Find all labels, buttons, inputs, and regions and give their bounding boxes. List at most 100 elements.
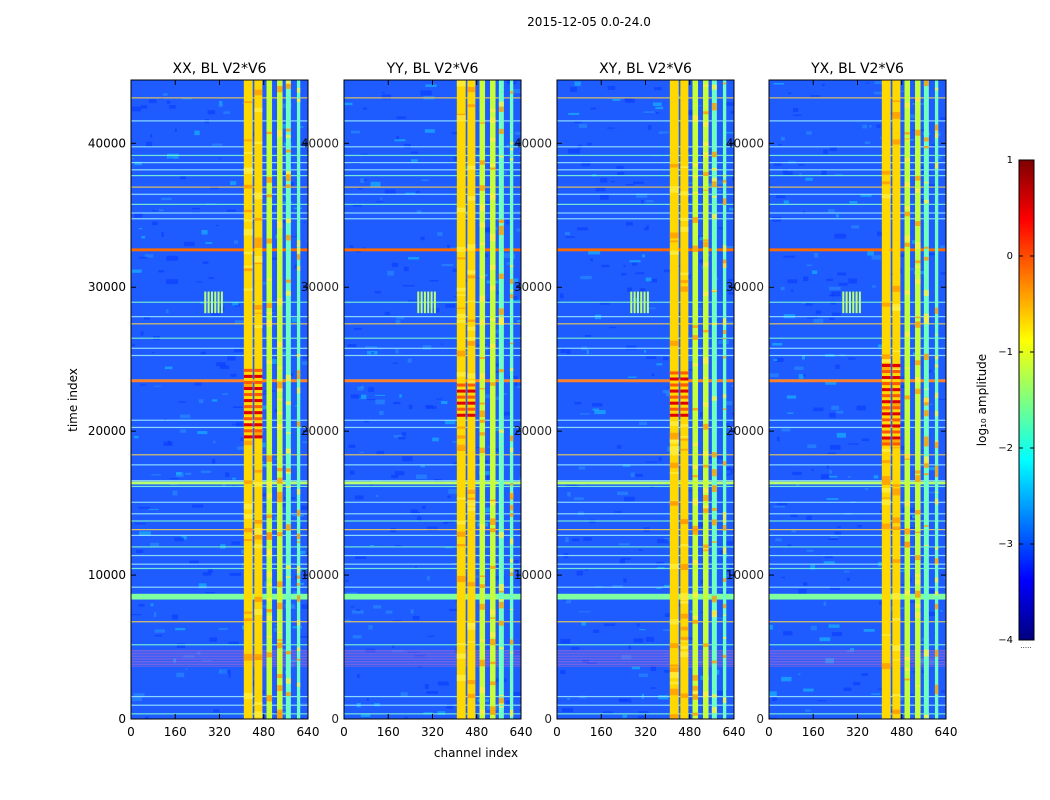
heatmap-noise-cell (828, 209, 835, 213)
heatmap-noise-cell (930, 369, 938, 373)
heatmap-channel-stripe (692, 363, 699, 367)
heatmap-noise-cell (590, 107, 597, 110)
heatmap-noise-cell (723, 541, 733, 546)
heatmap-noise-cell (426, 691, 438, 694)
heatmap-noise-cell (218, 627, 228, 631)
heatmap-channel-stripe (509, 651, 514, 654)
heatmap-channel-stripe (277, 85, 283, 93)
heatmap-channel-stripe (915, 360, 921, 366)
heatmap-hot-cell (892, 442, 901, 446)
heatmap-channel-stripe (669, 681, 679, 685)
heatmap-noise-cell (501, 411, 513, 416)
heatmap-noise-cell (688, 530, 692, 534)
x-tick-label: 480 (252, 725, 275, 739)
heatmap-noise-cell (724, 473, 731, 476)
heatmap-noise-cell (814, 252, 819, 258)
heatmap-noise-cell (826, 464, 829, 469)
colorbar-tick-label: −1 (998, 347, 1013, 358)
heatmap-channel-stripe (467, 373, 476, 379)
heatmap-channel-stripe (934, 87, 939, 91)
heatmap-channel-stripe (711, 469, 717, 475)
heatmap-channel-stripe (490, 343, 496, 349)
heatmap-channel-stripe (285, 448, 291, 454)
heatmap-noise-cell (658, 456, 662, 462)
panel-title: YY, BL V2*V6 (386, 61, 479, 77)
heatmap-noise-cell (731, 384, 734, 387)
heatmap-rfi-row (769, 649, 946, 651)
heatmap-noise-cell (783, 255, 796, 258)
heatmap-noise-cell (650, 687, 657, 689)
heatmap-rfi-row (557, 203, 734, 205)
heatmap-channel-stripe (881, 170, 891, 175)
heatmap-channel-stripe (498, 602, 504, 609)
heatmap-channel-stripe (467, 623, 476, 630)
heatmap-noise-cell (941, 690, 945, 693)
heatmap-noise-cell (835, 173, 843, 176)
heatmap-hot-cell (243, 380, 253, 384)
heatmap-rfi-row (131, 354, 308, 357)
heatmap-rfi-band (769, 248, 946, 252)
heatmap-channel-stripe (680, 626, 689, 631)
heatmap-rfi-row (769, 661, 946, 662)
heatmap-noise-cell (514, 382, 518, 386)
heatmap-hot-cell (669, 401, 679, 405)
heatmap-hot-cell (881, 442, 891, 446)
heatmap-channel-stripe (923, 199, 929, 204)
heatmap-hot-cell (881, 376, 891, 380)
colorbar-tick-label: 1 (1007, 155, 1013, 166)
heatmap-hot-cell (456, 401, 466, 405)
heatmap-noise-cell (645, 277, 652, 282)
heatmap-rfi-row (344, 661, 521, 662)
heatmap-noise-cell (166, 255, 179, 261)
heatmap-noise-cell (410, 151, 419, 154)
heatmap-noise-cell (775, 538, 782, 542)
heatmap-noise-cell (131, 614, 142, 616)
colorbar-gradient (1018, 159, 1035, 641)
heatmap-noise-cell (181, 535, 187, 540)
heatmap-rfi-row (769, 154, 946, 157)
heatmap-rfi-row (344, 480, 521, 482)
heatmap-noise-cell (185, 668, 188, 670)
heatmap-rfi-row (131, 323, 308, 325)
heatmap-noise-cell (769, 624, 773, 630)
heatmap-noise-cell (407, 358, 412, 363)
heatmap-noise-cell (576, 570, 583, 576)
heatmap-noise-cell (811, 270, 818, 274)
heatmap-hot-cell (892, 406, 901, 410)
heatmap-noise-cell (366, 399, 376, 401)
heatmap-rfi-row (557, 621, 734, 623)
heatmap-hot-cell (669, 371, 679, 375)
heatmap-rfi-row (344, 193, 521, 195)
heatmap-cells (557, 80, 734, 719)
heatmap-noise-cell (141, 235, 146, 239)
heatmap-noise-cell (442, 522, 448, 525)
heatmap-channel-stripe (490, 109, 496, 112)
heatmap-channel-stripe (490, 163, 496, 167)
heatmap-noise-cell (426, 526, 438, 531)
heatmap-noise-cell (412, 511, 420, 515)
heatmap-channel-stripe (904, 132, 911, 135)
heatmap-channel-stripe (285, 651, 291, 655)
heatmap-rfi-row (769, 323, 946, 325)
heatmap-channel-stripe (266, 615, 273, 621)
heatmap-rfi-row (344, 354, 521, 357)
heatmap-channel-stripe (296, 682, 301, 687)
heatmap-noise-cell (133, 693, 145, 698)
heatmap-channel-stripe (703, 357, 709, 364)
heatmap-noise-cell (154, 629, 166, 633)
heatmap-channel-stripe (669, 164, 679, 168)
heatmap-noise-cell (200, 470, 212, 473)
heatmap-channel-stripe (915, 590, 921, 598)
heatmap-channel-column (881, 80, 891, 719)
heatmap-noise-cell (279, 504, 288, 507)
heatmap-channel-stripe (915, 279, 921, 285)
heatmap-noise-cell (625, 184, 635, 186)
heatmap-channel-stripe (296, 620, 301, 626)
heatmap-channel-stripe (243, 513, 253, 519)
heatmap-noise-cell (807, 316, 818, 319)
heatmap-channel-stripe (266, 635, 273, 638)
heatmap-rfi-row (131, 454, 308, 456)
heatmap-hot-cell (881, 406, 891, 410)
heatmap-noise-cell (169, 478, 179, 480)
heatmap-noise-cell (197, 431, 208, 435)
